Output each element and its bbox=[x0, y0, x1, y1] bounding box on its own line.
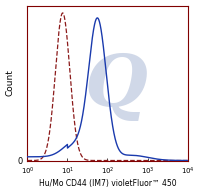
Y-axis label: Count: Count bbox=[6, 70, 15, 96]
Text: Q: Q bbox=[84, 51, 147, 122]
X-axis label: Hu/Mo CD44 (IM7) violetFluor™ 450: Hu/Mo CD44 (IM7) violetFluor™ 450 bbox=[39, 179, 176, 188]
